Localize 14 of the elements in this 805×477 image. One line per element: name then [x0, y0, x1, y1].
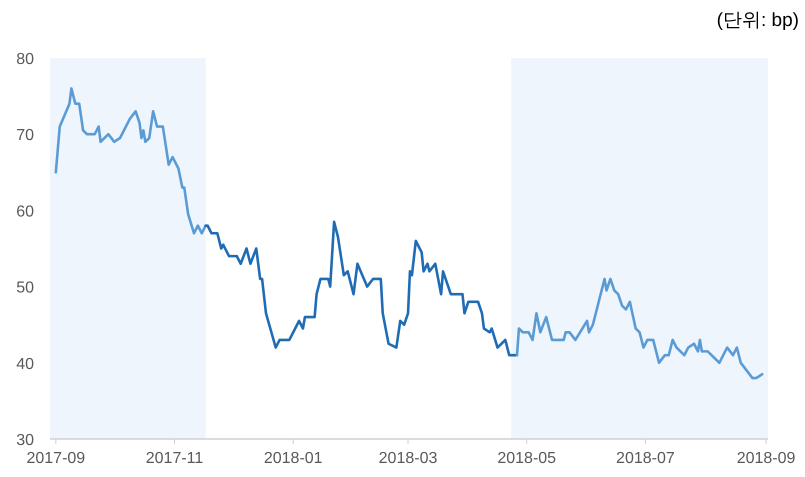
- x-tick-label: 2017-11: [146, 450, 204, 467]
- y-tick-label: 40: [16, 356, 34, 373]
- x-tick-label: 2017-09: [26, 450, 86, 467]
- y-tick-label: 70: [16, 127, 34, 144]
- x-tick-label: 2018-03: [378, 450, 438, 467]
- y-tick-label: 80: [16, 51, 34, 68]
- y-tick-label: 50: [16, 280, 34, 297]
- x-tick-label: 2018-05: [497, 450, 556, 467]
- text: (단위: bp): [716, 10, 799, 31]
- x-tick-label: 2018-09: [736, 450, 796, 467]
- y-tick-label: 60: [16, 203, 34, 220]
- x-tick-label: 2018-01: [264, 450, 323, 467]
- x-tick-label: 2018-07: [616, 450, 675, 467]
- y-tick-label: 30: [16, 432, 34, 449]
